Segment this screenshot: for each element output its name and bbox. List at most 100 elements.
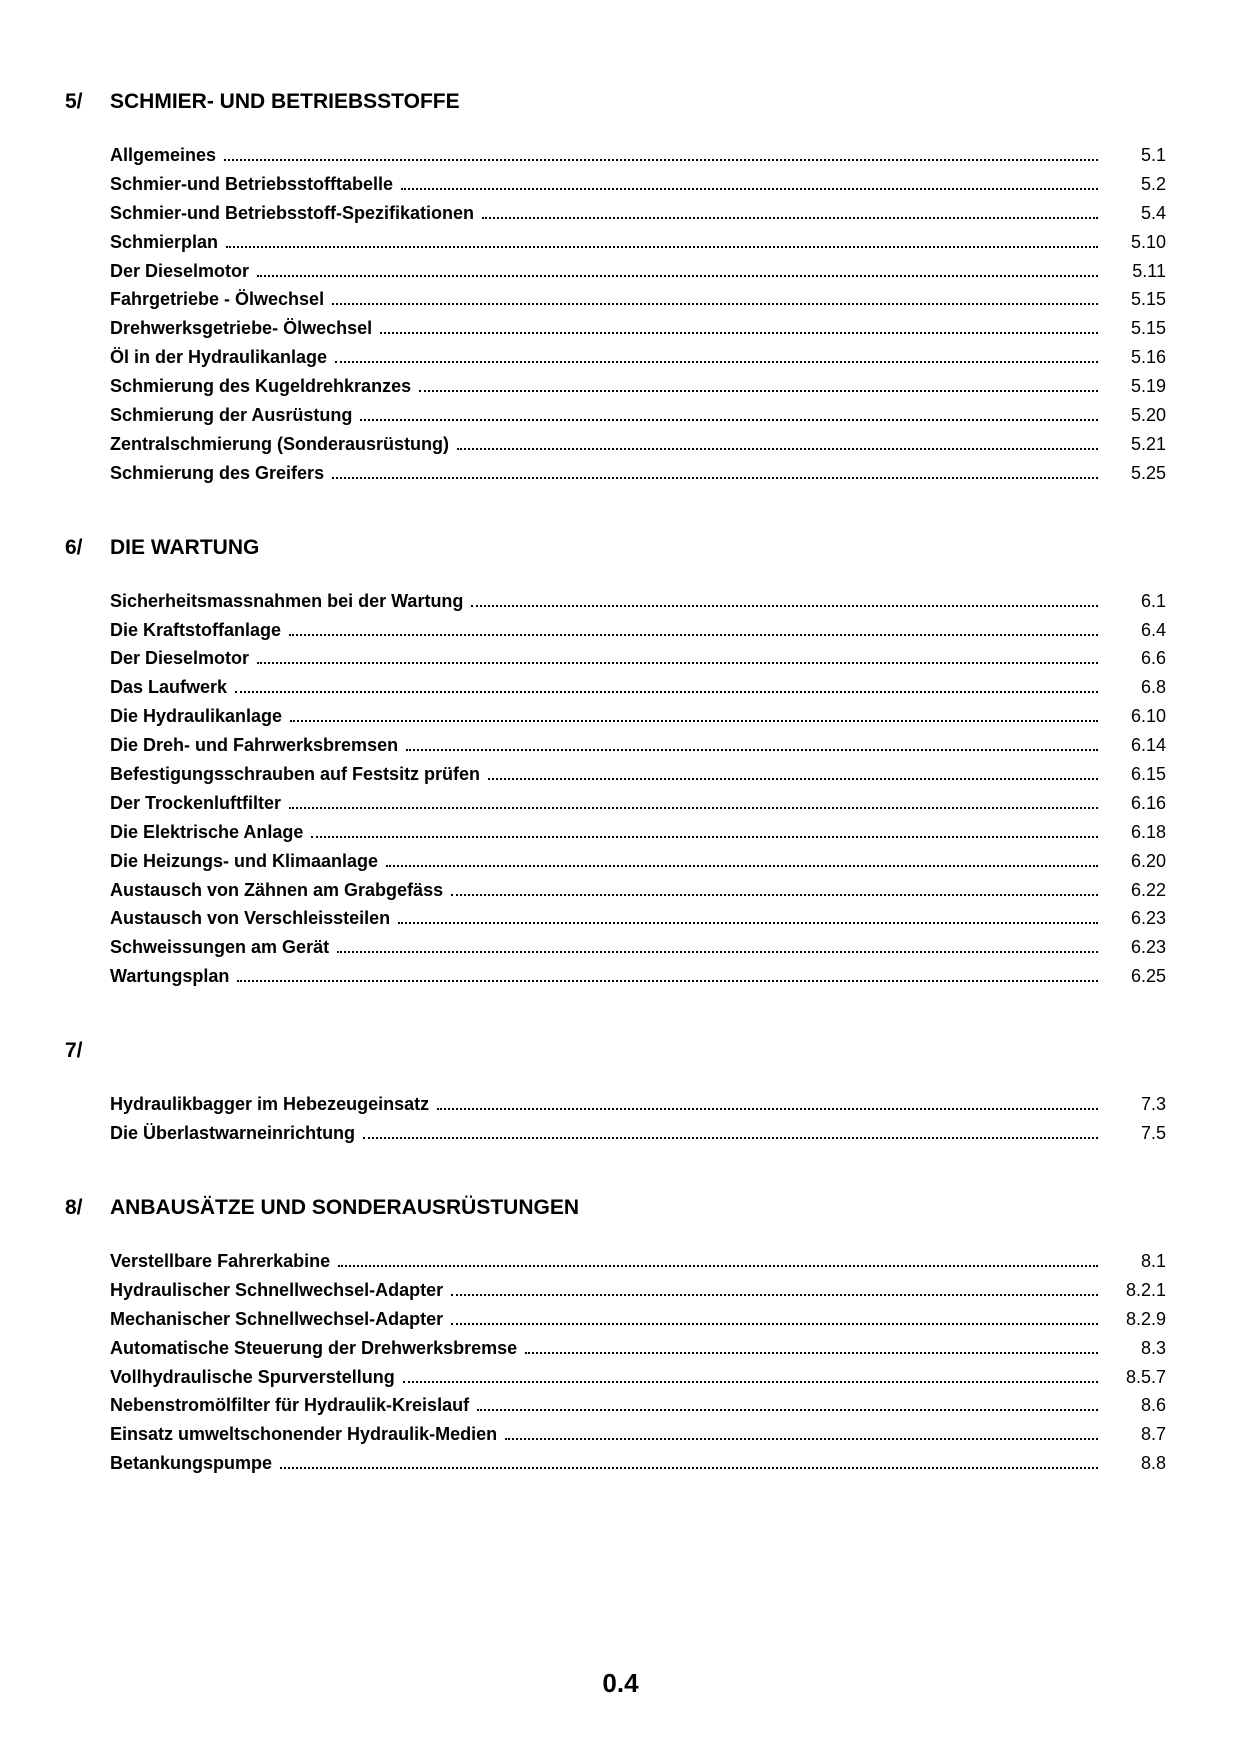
toc-entry: Schmierplan5.10 [110, 229, 1166, 257]
toc-entry: Austausch von Verschleissteilen6.23 [110, 905, 1166, 933]
section-header: 7/ [65, 1039, 1166, 1063]
toc-entry-label: Vollhydraulische Spurverstellung [110, 1364, 395, 1392]
page-number: 0.4 [0, 1668, 1241, 1699]
toc-dots [482, 217, 1098, 219]
toc-entry-page: 6.23 [1104, 934, 1166, 962]
toc-entry-page: 6.8 [1104, 674, 1166, 702]
toc-section: 5/SCHMIER- UND BETRIEBSSTOFFEAllgemeines… [65, 90, 1166, 488]
toc-entry-page: 6.23 [1104, 905, 1166, 933]
toc-dots [337, 951, 1098, 953]
toc-entry-page: 5.10 [1104, 229, 1166, 257]
toc-entry-page: 8.2.1 [1104, 1277, 1166, 1305]
toc-entry: Einsatz umweltschonender Hydraulik-Medie… [110, 1421, 1166, 1449]
section-number: 6/ [65, 536, 110, 560]
toc-dots [451, 1323, 1098, 1325]
page: 5/SCHMIER- UND BETRIEBSSTOFFEAllgemeines… [0, 0, 1241, 1754]
toc-entry-label: Schmier-und Betriebsstofftabelle [110, 171, 393, 199]
toc-entry-label: Schmierung des Greifers [110, 460, 324, 488]
toc-entries: Hydraulikbagger im Hebezeugeinsatz7.3Die… [110, 1091, 1166, 1148]
toc-entry-page: 5.11 [1104, 258, 1166, 286]
toc-entry-page: 6.14 [1104, 732, 1166, 760]
toc-entry-label: Öl in der Hydraulikanlage [110, 344, 327, 372]
toc-dots [398, 922, 1098, 924]
toc-dots [311, 836, 1098, 838]
toc-dots [451, 894, 1098, 896]
toc-entry-label: Automatische Steuerung der Drehwerksbrem… [110, 1335, 517, 1363]
toc-entry-label: Betankungspumpe [110, 1450, 272, 1478]
toc-entry-page: 6.15 [1104, 761, 1166, 789]
toc-entry: Fahrgetriebe - Ölwechsel5.15 [110, 286, 1166, 314]
toc-entry-label: Schweissungen am Gerät [110, 934, 329, 962]
toc-entry-label: Mechanischer Schnellwechsel-Adapter [110, 1306, 443, 1334]
toc-entries: Allgemeines5.1Schmier-und Betriebsstofft… [110, 142, 1166, 488]
toc-entry-label: Hydraulischer Schnellwechsel-Adapter [110, 1277, 443, 1305]
toc-entry: Sicherheitsmassnahmen bei der Wartung 6.1 [110, 588, 1166, 616]
toc-dots [380, 332, 1098, 334]
toc-entry-page: 5.15 [1104, 315, 1166, 343]
section-title: ANBAUSÄTZE UND SONDERAUSRÜSTUNGEN [110, 1196, 579, 1220]
toc-entry-page: 8.5.7 [1104, 1364, 1166, 1392]
toc-entry-label: Wartungsplan [110, 963, 229, 991]
toc-section: 6/DIE WARTUNGSicherheitsmassnahmen bei d… [65, 536, 1166, 991]
toc-entry: Der Dieselmotor5.11 [110, 258, 1166, 286]
toc-entry: Die Überlastwarneinrichtung7.5 [110, 1120, 1166, 1148]
toc-entry: Allgemeines5.1 [110, 142, 1166, 170]
toc-dots [235, 691, 1098, 693]
toc-entry-page: 6.10 [1104, 703, 1166, 731]
toc-entry: Schmierung des Greifers5.25 [110, 460, 1166, 488]
toc-entry: Das Laufwerk6.8 [110, 674, 1166, 702]
toc-dots [505, 1438, 1098, 1440]
section-number: 8/ [65, 1196, 110, 1220]
toc-entry-label: Zentralschmierung (Sonderausrüstung) [110, 431, 449, 459]
toc-entry-page: 6.25 [1104, 963, 1166, 991]
toc-entries: Sicherheitsmassnahmen bei der Wartung 6.1… [110, 588, 1166, 991]
toc-entry-page: 5.4 [1104, 200, 1166, 228]
toc-dots [226, 246, 1098, 248]
toc-entry-page: 5.20 [1104, 402, 1166, 430]
toc-dots [332, 477, 1098, 479]
toc-entry-label: Schmier-und Betriebsstoff-Spezifikatione… [110, 200, 474, 228]
toc-dots [360, 419, 1098, 421]
toc-entry: Betankungspumpe8.8 [110, 1450, 1166, 1478]
toc-entry: Schmierung des Kugeldrehkranzes5.19 [110, 373, 1166, 401]
toc-entry: Befestigungsschrauben auf Festsitz prüfe… [110, 761, 1166, 789]
toc-dots [401, 188, 1098, 190]
toc-dots [280, 1467, 1098, 1469]
toc-entry-page: 6.4 [1104, 617, 1166, 645]
toc-entry: Schmier-und Betriebsstofftabelle5.2 [110, 171, 1166, 199]
toc-dots [335, 361, 1098, 363]
toc-entry-page: 5.21 [1104, 431, 1166, 459]
toc-entry: Schmier-und Betriebsstoff-Spezifikatione… [110, 200, 1166, 228]
toc-entry-page: 7.5 [1104, 1120, 1166, 1148]
toc-entry: Drehwerksgetriebe- Ölwechsel5.15 [110, 315, 1166, 343]
toc-entry-page: 6.20 [1104, 848, 1166, 876]
toc-entry-page: 5.15 [1104, 286, 1166, 314]
toc-entry: Automatische Steuerung der Drehwerksbrem… [110, 1335, 1166, 1363]
toc-entry: Die Kraftstoffanlage6.4 [110, 617, 1166, 645]
toc-entry-label: Sicherheitsmassnahmen bei der Wartung [110, 588, 463, 616]
toc-entry-label: Der Dieselmotor [110, 645, 249, 673]
toc-entry: Die Hydraulikanlage6.10 [110, 703, 1166, 731]
toc-entry: Schmierung der Ausrüstung5.20 [110, 402, 1166, 430]
toc-dots [419, 390, 1098, 392]
section-title: SCHMIER- UND BETRIEBSSTOFFE [110, 90, 460, 114]
toc-entry: Die Elektrische Anlage6.18 [110, 819, 1166, 847]
toc-entry-page: 6.6 [1104, 645, 1166, 673]
toc-dots [406, 749, 1098, 751]
toc-sections: 5/SCHMIER- UND BETRIEBSSTOFFEAllgemeines… [65, 90, 1166, 1478]
toc-entry-page: 5.16 [1104, 344, 1166, 372]
toc-entry-page: 6.1 [1104, 588, 1166, 616]
toc-dots [289, 807, 1098, 809]
toc-dots [224, 159, 1098, 161]
toc-entry: Hydraulikbagger im Hebezeugeinsatz7.3 [110, 1091, 1166, 1119]
toc-entry: Nebenstromölfilter für Hydraulik-Kreisla… [110, 1392, 1166, 1420]
toc-entry: Zentralschmierung (Sonderausrüstung) 5.21 [110, 431, 1166, 459]
toc-dots [488, 778, 1098, 780]
toc-entry-page: 8.6 [1104, 1392, 1166, 1420]
toc-entry: Vollhydraulische Spurverstellung 8.5.7 [110, 1364, 1166, 1392]
toc-entries: Verstellbare Fahrerkabine8.1Hydraulische… [110, 1248, 1166, 1478]
toc-entry: Hydraulischer Schnellwechsel-Adapter 8.2.… [110, 1277, 1166, 1305]
toc-entry-label: Allgemeines [110, 142, 216, 170]
toc-entry-label: Austausch von Zähnen am Grabgefäss [110, 877, 443, 905]
toc-entry: Schweissungen am Gerät 6.23 [110, 934, 1166, 962]
